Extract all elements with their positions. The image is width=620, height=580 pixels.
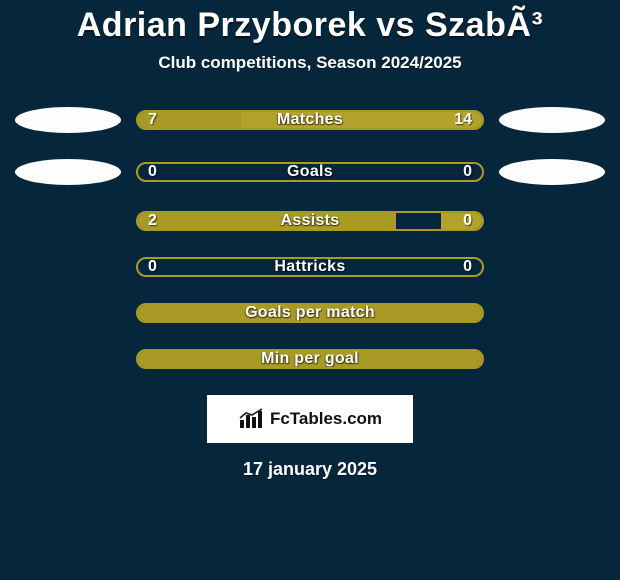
- stat-bar: Min per goal: [136, 349, 484, 369]
- stat-label: Hattricks: [138, 258, 482, 276]
- stat-value-left: 0: [148, 258, 157, 276]
- stat-value-left: 0: [148, 163, 157, 181]
- stat-bar: Hattricks0 0: [136, 257, 484, 277]
- stat-bar-right-fill: [441, 213, 482, 229]
- source-badge: FcTables.com: [207, 395, 413, 443]
- source-badge-text: FcTables.com: [270, 409, 382, 429]
- stat-value-right: 0: [463, 163, 472, 181]
- stat-bar-right-fill: [241, 112, 482, 128]
- player-right-marker: [499, 107, 605, 133]
- stat-bar-left-fill: [138, 112, 241, 128]
- stat-value-right: 0: [463, 258, 472, 276]
- snapshot-date: 17 january 2025: [243, 459, 377, 480]
- stat-bar: Matches714: [136, 110, 484, 130]
- stat-bar-left-fill: [138, 351, 482, 367]
- stat-row: Assists20: [0, 211, 620, 231]
- stat-label: Goals: [138, 163, 482, 181]
- stat-bar-left-fill: [138, 305, 482, 321]
- stat-bar: Goals0 0: [136, 162, 484, 182]
- stat-row: Matches714: [0, 107, 620, 133]
- stat-row: Hattricks0 0: [0, 257, 620, 277]
- stat-bar: Goals per match: [136, 303, 484, 323]
- chart-icon: [238, 408, 264, 430]
- stat-row: Goals0 0: [0, 159, 620, 185]
- stat-row: Min per goal: [0, 349, 620, 369]
- stat-bar-left-fill: [138, 213, 396, 229]
- player-left-marker: [15, 107, 121, 133]
- stat-row: Goals per match: [0, 303, 620, 323]
- player-right-marker: [499, 159, 605, 185]
- page-subtitle: Club competitions, Season 2024/2025: [158, 53, 461, 73]
- player-left-marker: [15, 159, 121, 185]
- page-title: Adrian Przyborek vs SzabÃ³: [77, 6, 543, 45]
- stat-bar: Assists20: [136, 211, 484, 231]
- stats-container: Matches714Goals00Assists20Hattricks00Goa…: [0, 107, 620, 369]
